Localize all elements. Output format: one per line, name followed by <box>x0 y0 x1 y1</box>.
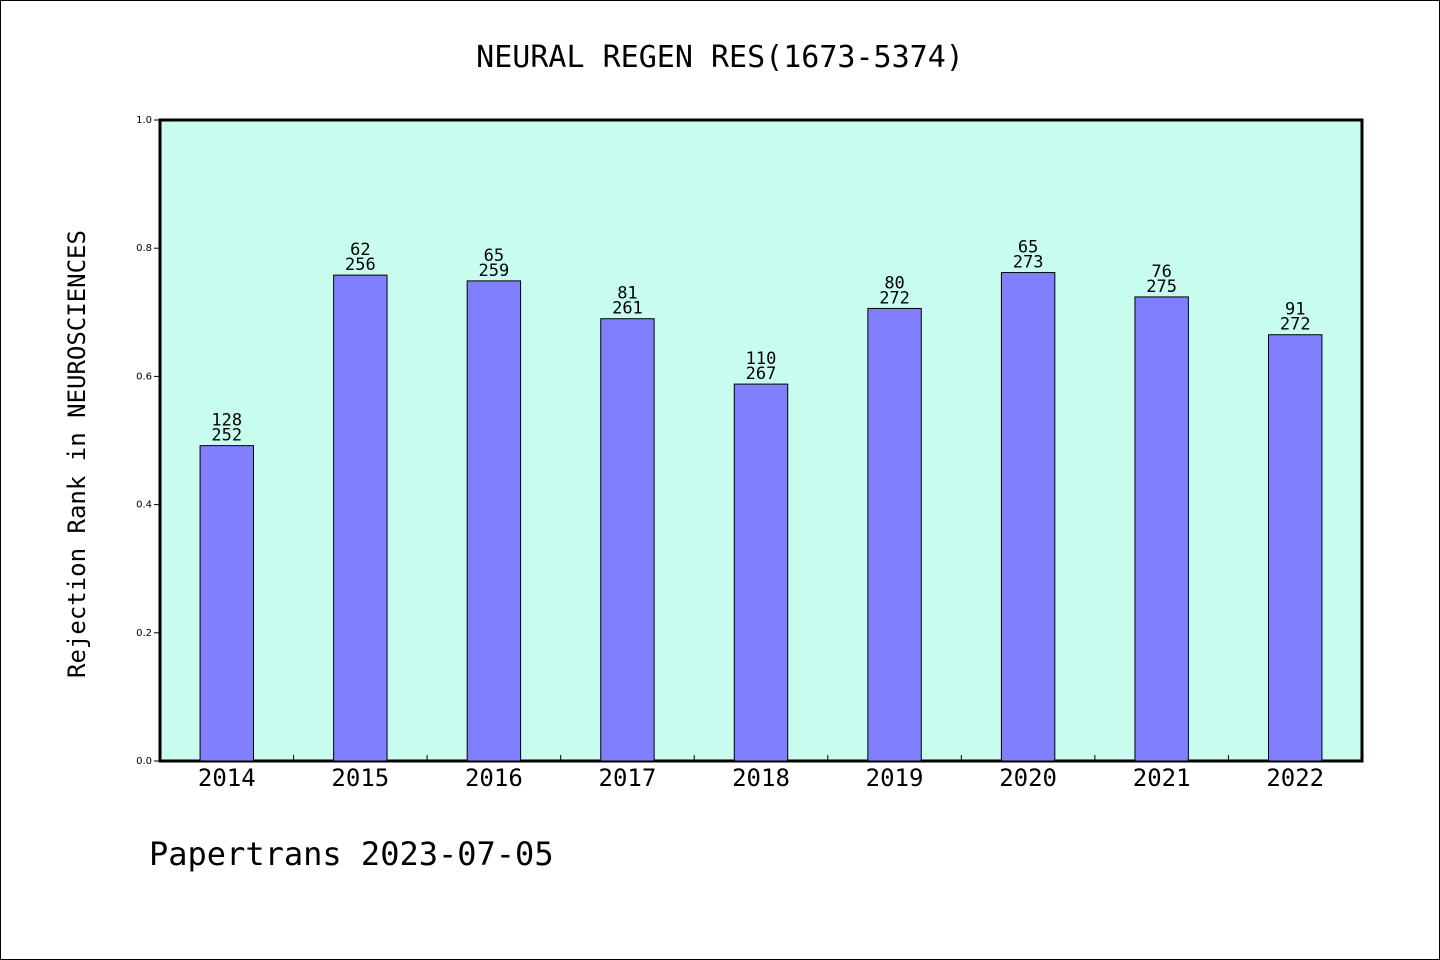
bar-2014 <box>199 445 254 762</box>
total-label: 252 <box>211 426 242 446</box>
bar-2017 <box>600 318 655 762</box>
total-label: 272 <box>879 288 910 308</box>
x-tick-label: 2021 <box>1133 764 1191 792</box>
total-label: 261 <box>612 299 643 319</box>
rank-label: 91 <box>1285 300 1305 320</box>
total-label: 275 <box>1146 277 1177 297</box>
x-tick-label: 2017 <box>599 764 657 792</box>
x-tick-label: 2019 <box>866 764 924 792</box>
rank-label: 76 <box>1151 262 1171 282</box>
y-axis: 0.0 0.2 0.4 0.6 0.8 1.0 <box>136 115 160 767</box>
bar-2015 <box>333 274 388 762</box>
x-tick-label: 2015 <box>331 764 389 792</box>
y-axis-label: Rejection Rank in NEUROSCIENCES <box>63 230 91 678</box>
rank-label: 62 <box>350 240 370 260</box>
bar-2019 <box>867 307 922 762</box>
total-label: 273 <box>1013 253 1044 273</box>
bar-2021 <box>1134 296 1189 762</box>
x-tick-label: 2018 <box>732 764 790 792</box>
y-tick-label: 0.2 <box>136 628 152 639</box>
rank-label: 81 <box>617 284 637 304</box>
bars-group <box>199 272 1323 762</box>
bar-2016 <box>466 280 522 762</box>
bar-2018 <box>733 383 789 762</box>
y-tick-label: 0.8 <box>136 243 152 254</box>
rank-label: 80 <box>884 273 904 293</box>
rank-label: 110 <box>746 349 777 369</box>
x-tick-label: 2022 <box>1266 764 1324 792</box>
bar-2022 <box>1268 334 1323 762</box>
rank-label: 65 <box>484 246 504 266</box>
bar-2020 <box>1000 272 1056 762</box>
chart-title: NEURAL REGEN RES(1673-5374) <box>476 40 964 75</box>
x-tick-label: 2016 <box>465 764 523 792</box>
x-tick-label: 2020 <box>999 764 1057 792</box>
footer-credit: Papertrans 2023-07-05 <box>149 835 554 873</box>
x-axis: 2014 2015 2016 2017 2018 2019 2020 2021 2022 <box>198 755 1324 792</box>
rank-label: 65 <box>1018 238 1038 258</box>
total-label: 267 <box>746 364 777 384</box>
x-tick-label: 2014 <box>198 764 256 792</box>
y-tick-label: 1.0 <box>136 115 152 126</box>
total-label: 256 <box>345 255 376 275</box>
total-label: 272 <box>1280 315 1311 335</box>
y-tick-label: 0.4 <box>136 500 152 511</box>
y-tick-label: 0.6 <box>136 371 152 382</box>
y-tick-label: 0.0 <box>136 756 152 767</box>
total-label: 259 <box>479 261 510 281</box>
rank-label: 128 <box>211 411 242 431</box>
